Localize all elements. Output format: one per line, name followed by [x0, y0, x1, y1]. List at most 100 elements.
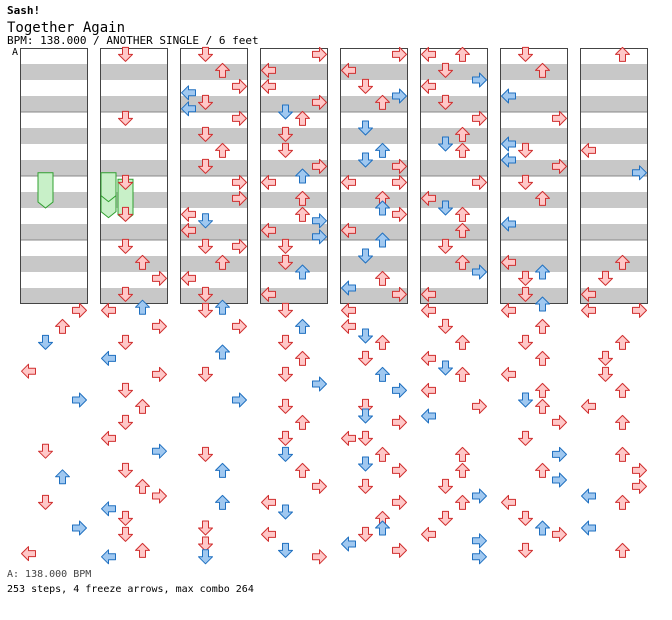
beat-stripe — [340, 64, 408, 80]
step-arrow-down — [438, 478, 453, 494]
step-arrow-up — [375, 366, 390, 382]
step-arrow-right — [552, 472, 567, 488]
step-arrow-left — [181, 101, 196, 117]
step-arrow-down — [278, 302, 293, 318]
song-title: Together Again — [7, 20, 126, 36]
step-arrow-down — [358, 408, 373, 424]
step-arrow-up — [375, 94, 390, 110]
step-arrow-up — [215, 344, 230, 360]
step-arrow-up — [535, 382, 550, 398]
step-arrow-left — [181, 270, 196, 286]
step-arrow-up — [295, 190, 310, 206]
step-arrow-down — [198, 158, 213, 174]
step-arrow-down — [118, 110, 133, 126]
step-arrow-down — [358, 120, 373, 136]
step-arrow-up — [215, 254, 230, 270]
beat-stripe — [180, 288, 248, 304]
step-arrow-left — [501, 494, 516, 510]
step-arrow-down — [518, 542, 533, 558]
step-arrow-up — [295, 206, 310, 222]
step-arrow-up — [55, 469, 70, 485]
step-arrow-up — [375, 446, 390, 462]
step-arrow-down — [118, 510, 133, 526]
beat-stripe — [580, 160, 648, 176]
step-arrow-down — [278, 254, 293, 270]
step-arrow-down — [118, 334, 133, 350]
step-arrow-up — [455, 142, 470, 158]
step-arrow-left — [341, 318, 356, 334]
step-arrow-down — [518, 510, 533, 526]
step-arrow-left — [181, 222, 196, 238]
step-arrow-left — [181, 206, 196, 222]
freeze-arrow — [37, 172, 54, 209]
step-arrow-right — [392, 286, 407, 302]
step-arrow-right — [72, 520, 87, 536]
step-arrow-left — [501, 152, 516, 168]
step-arrow-down — [438, 200, 453, 216]
beat-stripe — [580, 192, 648, 208]
beat-stripe — [180, 192, 248, 208]
step-arrow-right — [232, 392, 247, 408]
step-arrow-left — [501, 366, 516, 382]
step-arrow-down — [198, 549, 213, 565]
beat-stripe — [100, 224, 168, 240]
beat-stripe — [260, 64, 328, 80]
step-arrow-left — [421, 350, 436, 366]
step-arrow-up — [535, 520, 550, 536]
beat-stripe — [100, 160, 168, 176]
step-arrow-up — [535, 190, 550, 206]
step-arrow-up — [135, 299, 150, 315]
step-arrow-down — [518, 174, 533, 190]
beat-stripe — [20, 224, 88, 240]
step-arrow-down — [198, 302, 213, 318]
step-arrow-down — [598, 350, 613, 366]
step-arrow-right — [312, 376, 327, 392]
step-arrow-down — [278, 398, 293, 414]
beat-stripe — [500, 128, 568, 144]
step-arrow-down — [358, 430, 373, 446]
step-arrow-up — [455, 446, 470, 462]
step-arrow-left — [341, 222, 356, 238]
beat-stripe — [340, 224, 408, 240]
beat-stripe — [500, 256, 568, 272]
step-arrow-down — [198, 446, 213, 462]
step-arrow-down — [198, 213, 213, 229]
step-arrow-down — [518, 46, 533, 62]
step-arrow-right — [152, 318, 167, 334]
step-arrow-left — [341, 62, 356, 78]
beat-stripe — [100, 192, 168, 208]
step-arrow-up — [215, 142, 230, 158]
step-arrow-up — [295, 110, 310, 126]
beat-stripe — [100, 96, 168, 112]
step-arrow-down — [358, 350, 373, 366]
beat-stripe — [100, 288, 168, 304]
beat-stripe — [420, 288, 488, 304]
step-arrow-right — [392, 382, 407, 398]
beat-stripe — [420, 64, 488, 80]
step-arrow-down — [438, 238, 453, 254]
step-arrow-up — [535, 462, 550, 478]
step-arrow-down — [118, 382, 133, 398]
step-arrow-up — [615, 382, 630, 398]
step-arrow-up — [535, 62, 550, 78]
chart-column-5 — [340, 48, 408, 304]
step-arrow-up — [535, 398, 550, 414]
step-arrow-up — [135, 254, 150, 270]
step-arrow-up — [535, 264, 550, 280]
step-arrow-up — [615, 334, 630, 350]
step-arrow-left — [341, 536, 356, 552]
beat-stripe — [500, 224, 568, 240]
step-arrow-down — [198, 366, 213, 382]
step-arrow-left — [581, 302, 596, 318]
step-arrow-right — [472, 488, 487, 504]
step-arrow-right — [152, 443, 167, 459]
step-arrow-down — [438, 136, 453, 152]
step-arrow-up — [215, 62, 230, 78]
step-arrow-left — [421, 190, 436, 206]
step-arrow-up — [615, 494, 630, 510]
step-arrow-right — [472, 174, 487, 190]
step-arrow-up — [375, 520, 390, 536]
step-arrow-right — [72, 302, 87, 318]
step-arrow-left — [261, 78, 276, 94]
beat-stripe — [20, 96, 88, 112]
